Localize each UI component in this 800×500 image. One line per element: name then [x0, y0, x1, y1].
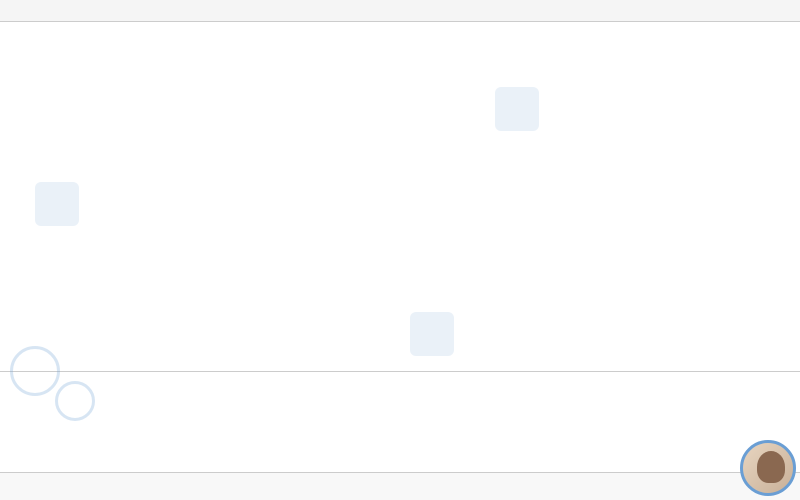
price-chart-area: [0, 22, 750, 371]
chart-header: [0, 0, 800, 22]
volume-chart-area: [0, 372, 750, 472]
time-x-axis: [0, 472, 800, 500]
chart-title-block: [0, 62, 700, 66]
price-chart[interactable]: [0, 22, 800, 372]
watermark-box-icon: [35, 182, 79, 226]
watermark-box-icon: [410, 312, 454, 356]
volume-chart[interactable]: [0, 372, 800, 472]
watermark-box-icon: [495, 87, 539, 131]
avatar-icon: [740, 440, 796, 496]
price-y-axis: [750, 22, 800, 371]
